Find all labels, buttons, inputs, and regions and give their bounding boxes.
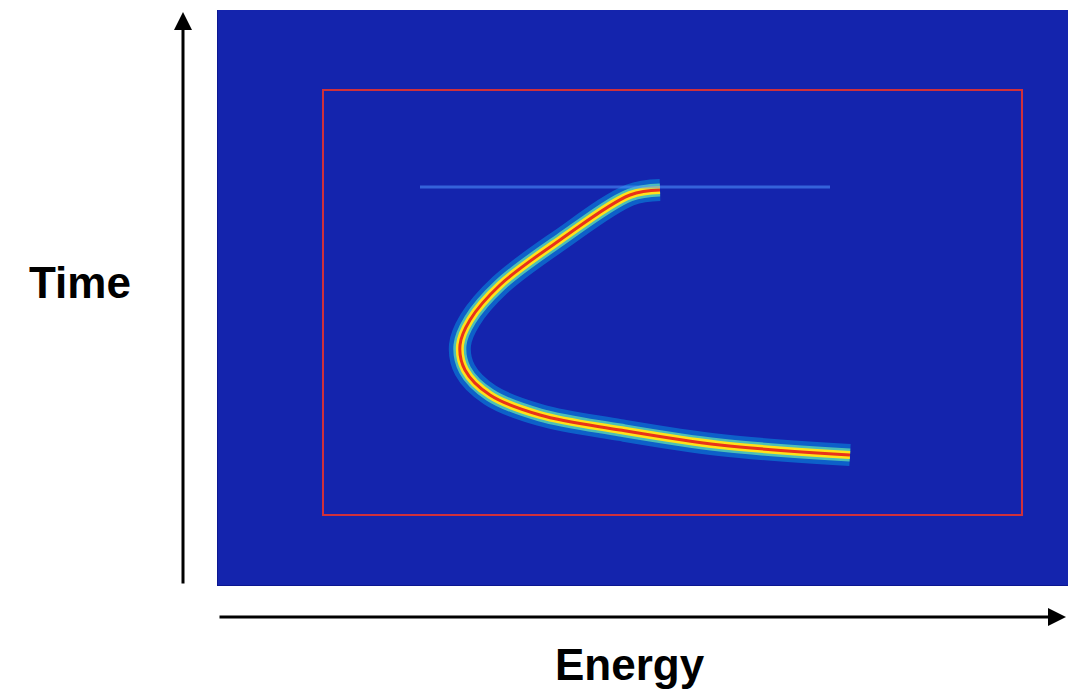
svg-text:Time: Time bbox=[29, 258, 131, 307]
svg-text:Energy: Energy bbox=[555, 640, 705, 689]
